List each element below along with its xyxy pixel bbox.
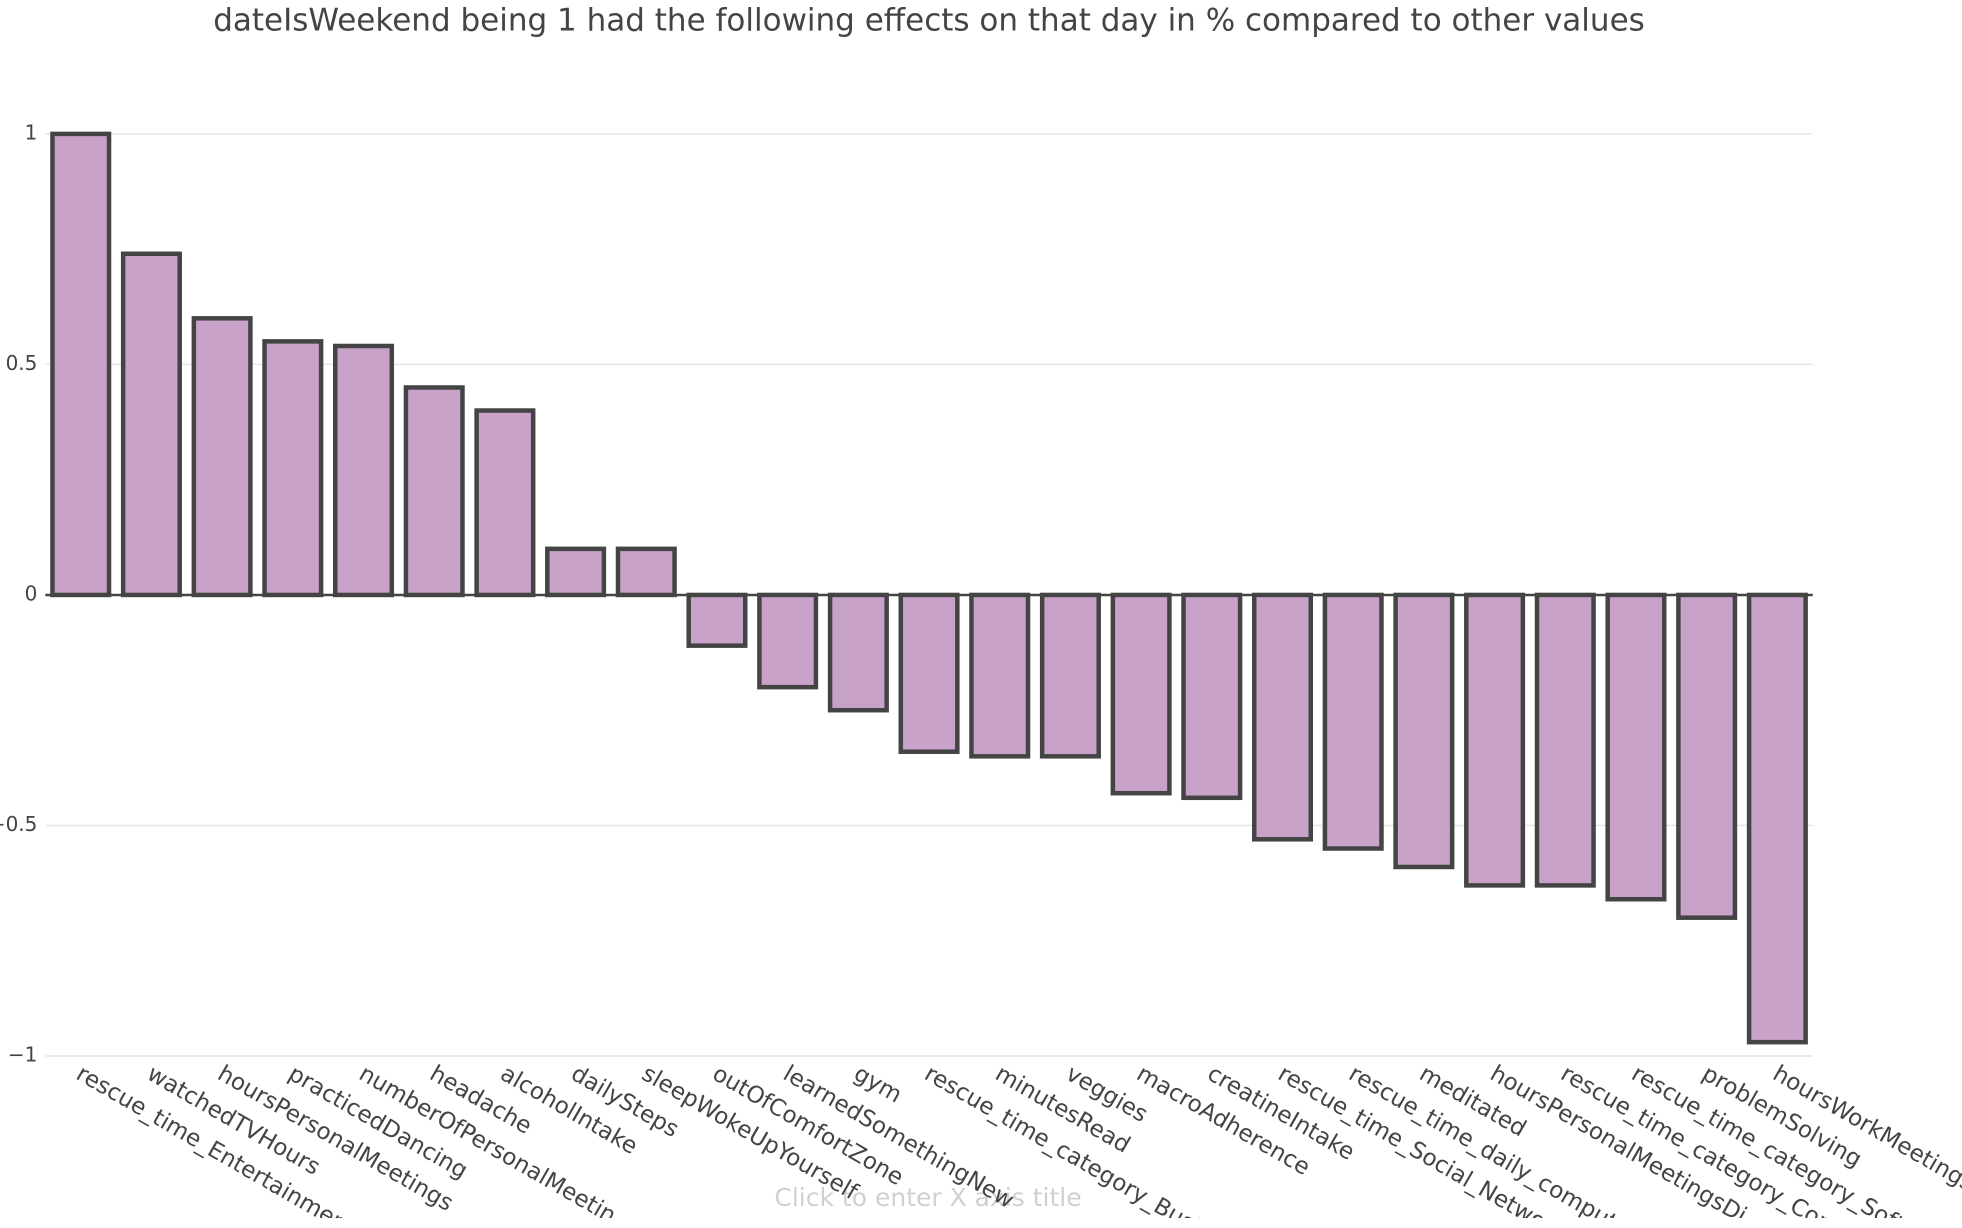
bar <box>1464 592 1526 888</box>
bar <box>1110 592 1172 796</box>
bar <box>1605 592 1667 902</box>
y-tick-label: 0 <box>25 581 38 605</box>
bar <box>262 339 324 598</box>
bar <box>1746 592 1808 1045</box>
chart-title: dateIsWeekend being 1 had the following … <box>213 3 1645 39</box>
bar <box>191 316 253 598</box>
bar <box>474 408 536 598</box>
y-tick-label: 1 <box>25 120 38 144</box>
bar <box>686 592 748 648</box>
y-tick-label: −1 <box>8 1043 37 1067</box>
bar <box>1393 592 1455 870</box>
bar <box>120 251 182 598</box>
y-tick-label: 0.5 <box>6 351 38 375</box>
bar <box>969 592 1031 759</box>
bar <box>615 546 677 598</box>
bar <box>545 546 607 598</box>
bar <box>827 592 889 713</box>
bar <box>898 592 960 754</box>
bar <box>1181 592 1243 801</box>
bar <box>757 592 819 690</box>
bar <box>50 131 112 598</box>
bar <box>1534 592 1596 888</box>
x-axis-title-placeholder[interactable]: Click to enter X axis title <box>774 1183 1081 1212</box>
bar <box>403 385 465 598</box>
y-tick-label: −0.5 <box>0 812 37 836</box>
bar <box>1676 592 1738 920</box>
bar <box>332 343 395 598</box>
bar <box>1322 592 1384 851</box>
bar <box>1039 592 1101 759</box>
bars <box>50 131 1808 1045</box>
bar <box>1251 592 1314 842</box>
